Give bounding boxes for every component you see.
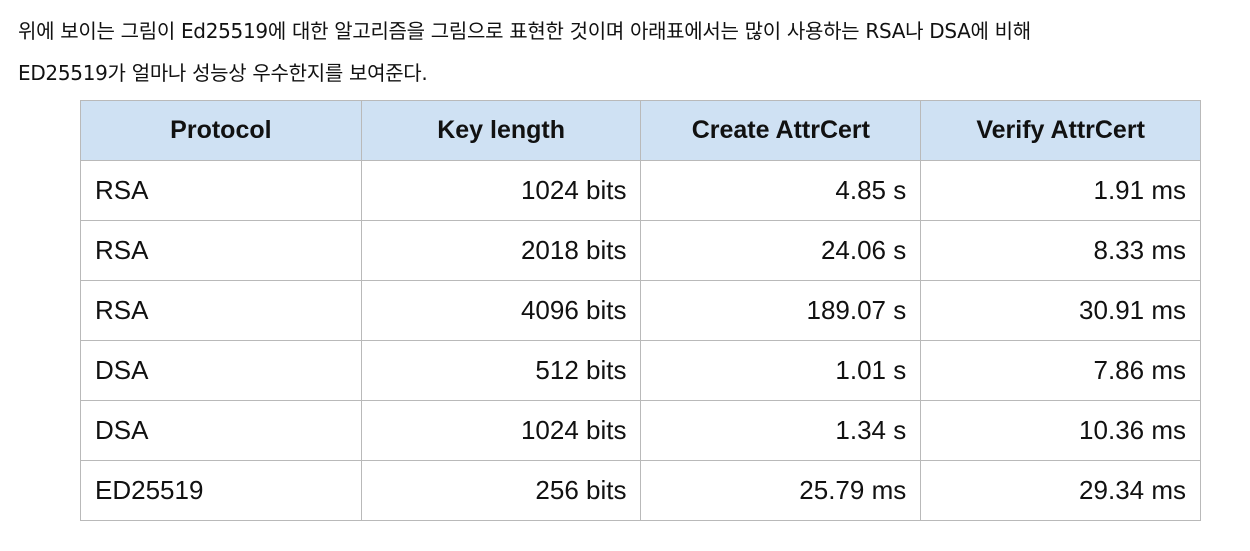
cell-protocol: RSA — [80, 220, 362, 281]
cell-protocol: RSA — [80, 280, 362, 341]
cell-protocol: DSA — [80, 340, 362, 401]
table-row: DSA 1024 bits 1.34 s 10.36 ms — [80, 400, 1201, 461]
header-key-length: Key length — [360, 100, 642, 161]
table-row: RSA 2018 bits 24.06 s 8.33 ms — [80, 220, 1201, 281]
table-header-row: Protocol Key length Create AttrCert Veri… — [80, 100, 1201, 161]
cell-protocol: RSA — [80, 160, 362, 221]
cell-verify-time: 7.86 ms — [920, 340, 1201, 401]
cell-verify-time: 29.34 ms — [920, 460, 1201, 521]
cell-create-time: 24.06 s — [640, 220, 922, 281]
cell-create-time: 1.34 s — [640, 400, 922, 461]
cell-key-length: 512 bits — [360, 340, 642, 401]
cell-key-length: 1024 bits — [360, 400, 642, 461]
table-row: RSA 4096 bits 189.07 s 30.91 ms — [80, 280, 1201, 341]
intro-paragraph: 위에 보이는 그림이 Ed25519에 대한 알고리즘을 그림으로 표현한 것이… — [18, 10, 1238, 94]
intro-line-2: ED25519가 얼마나 성능상 우수한지를 보여준다. — [18, 61, 428, 85]
cell-key-length: 2018 bits — [360, 220, 642, 281]
cell-protocol: DSA — [80, 400, 362, 461]
cell-key-length: 4096 bits — [360, 280, 642, 341]
cell-verify-time: 8.33 ms — [920, 220, 1201, 281]
intro-line-1: 위에 보이는 그림이 Ed25519에 대한 알고리즘을 그림으로 표현한 것이… — [18, 19, 1031, 43]
cell-protocol: ED25519 — [80, 460, 362, 521]
header-verify-attrcert: Verify AttrCert — [920, 100, 1201, 161]
cell-create-time: 189.07 s — [640, 280, 922, 341]
header-create-attrcert: Create AttrCert — [640, 100, 922, 161]
header-protocol: Protocol — [80, 100, 362, 161]
cell-verify-time: 1.91 ms — [920, 160, 1201, 221]
cell-create-time: 1.01 s — [640, 340, 922, 401]
cell-create-time: 25.79 ms — [640, 460, 922, 521]
performance-comparison-table: Protocol Key length Create AttrCert Veri… — [80, 100, 1201, 521]
cell-key-length: 1024 bits — [360, 160, 642, 221]
cell-verify-time: 30.91 ms — [920, 280, 1201, 341]
table-row: RSA 1024 bits 4.85 s 1.91 ms — [80, 160, 1201, 221]
table-row: DSA 512 bits 1.01 s 7.86 ms — [80, 340, 1201, 401]
table-row: ED25519 256 bits 25.79 ms 29.34 ms — [80, 460, 1201, 521]
cell-key-length: 256 bits — [360, 460, 642, 521]
cell-verify-time: 10.36 ms — [920, 400, 1201, 461]
cell-create-time: 4.85 s — [640, 160, 922, 221]
